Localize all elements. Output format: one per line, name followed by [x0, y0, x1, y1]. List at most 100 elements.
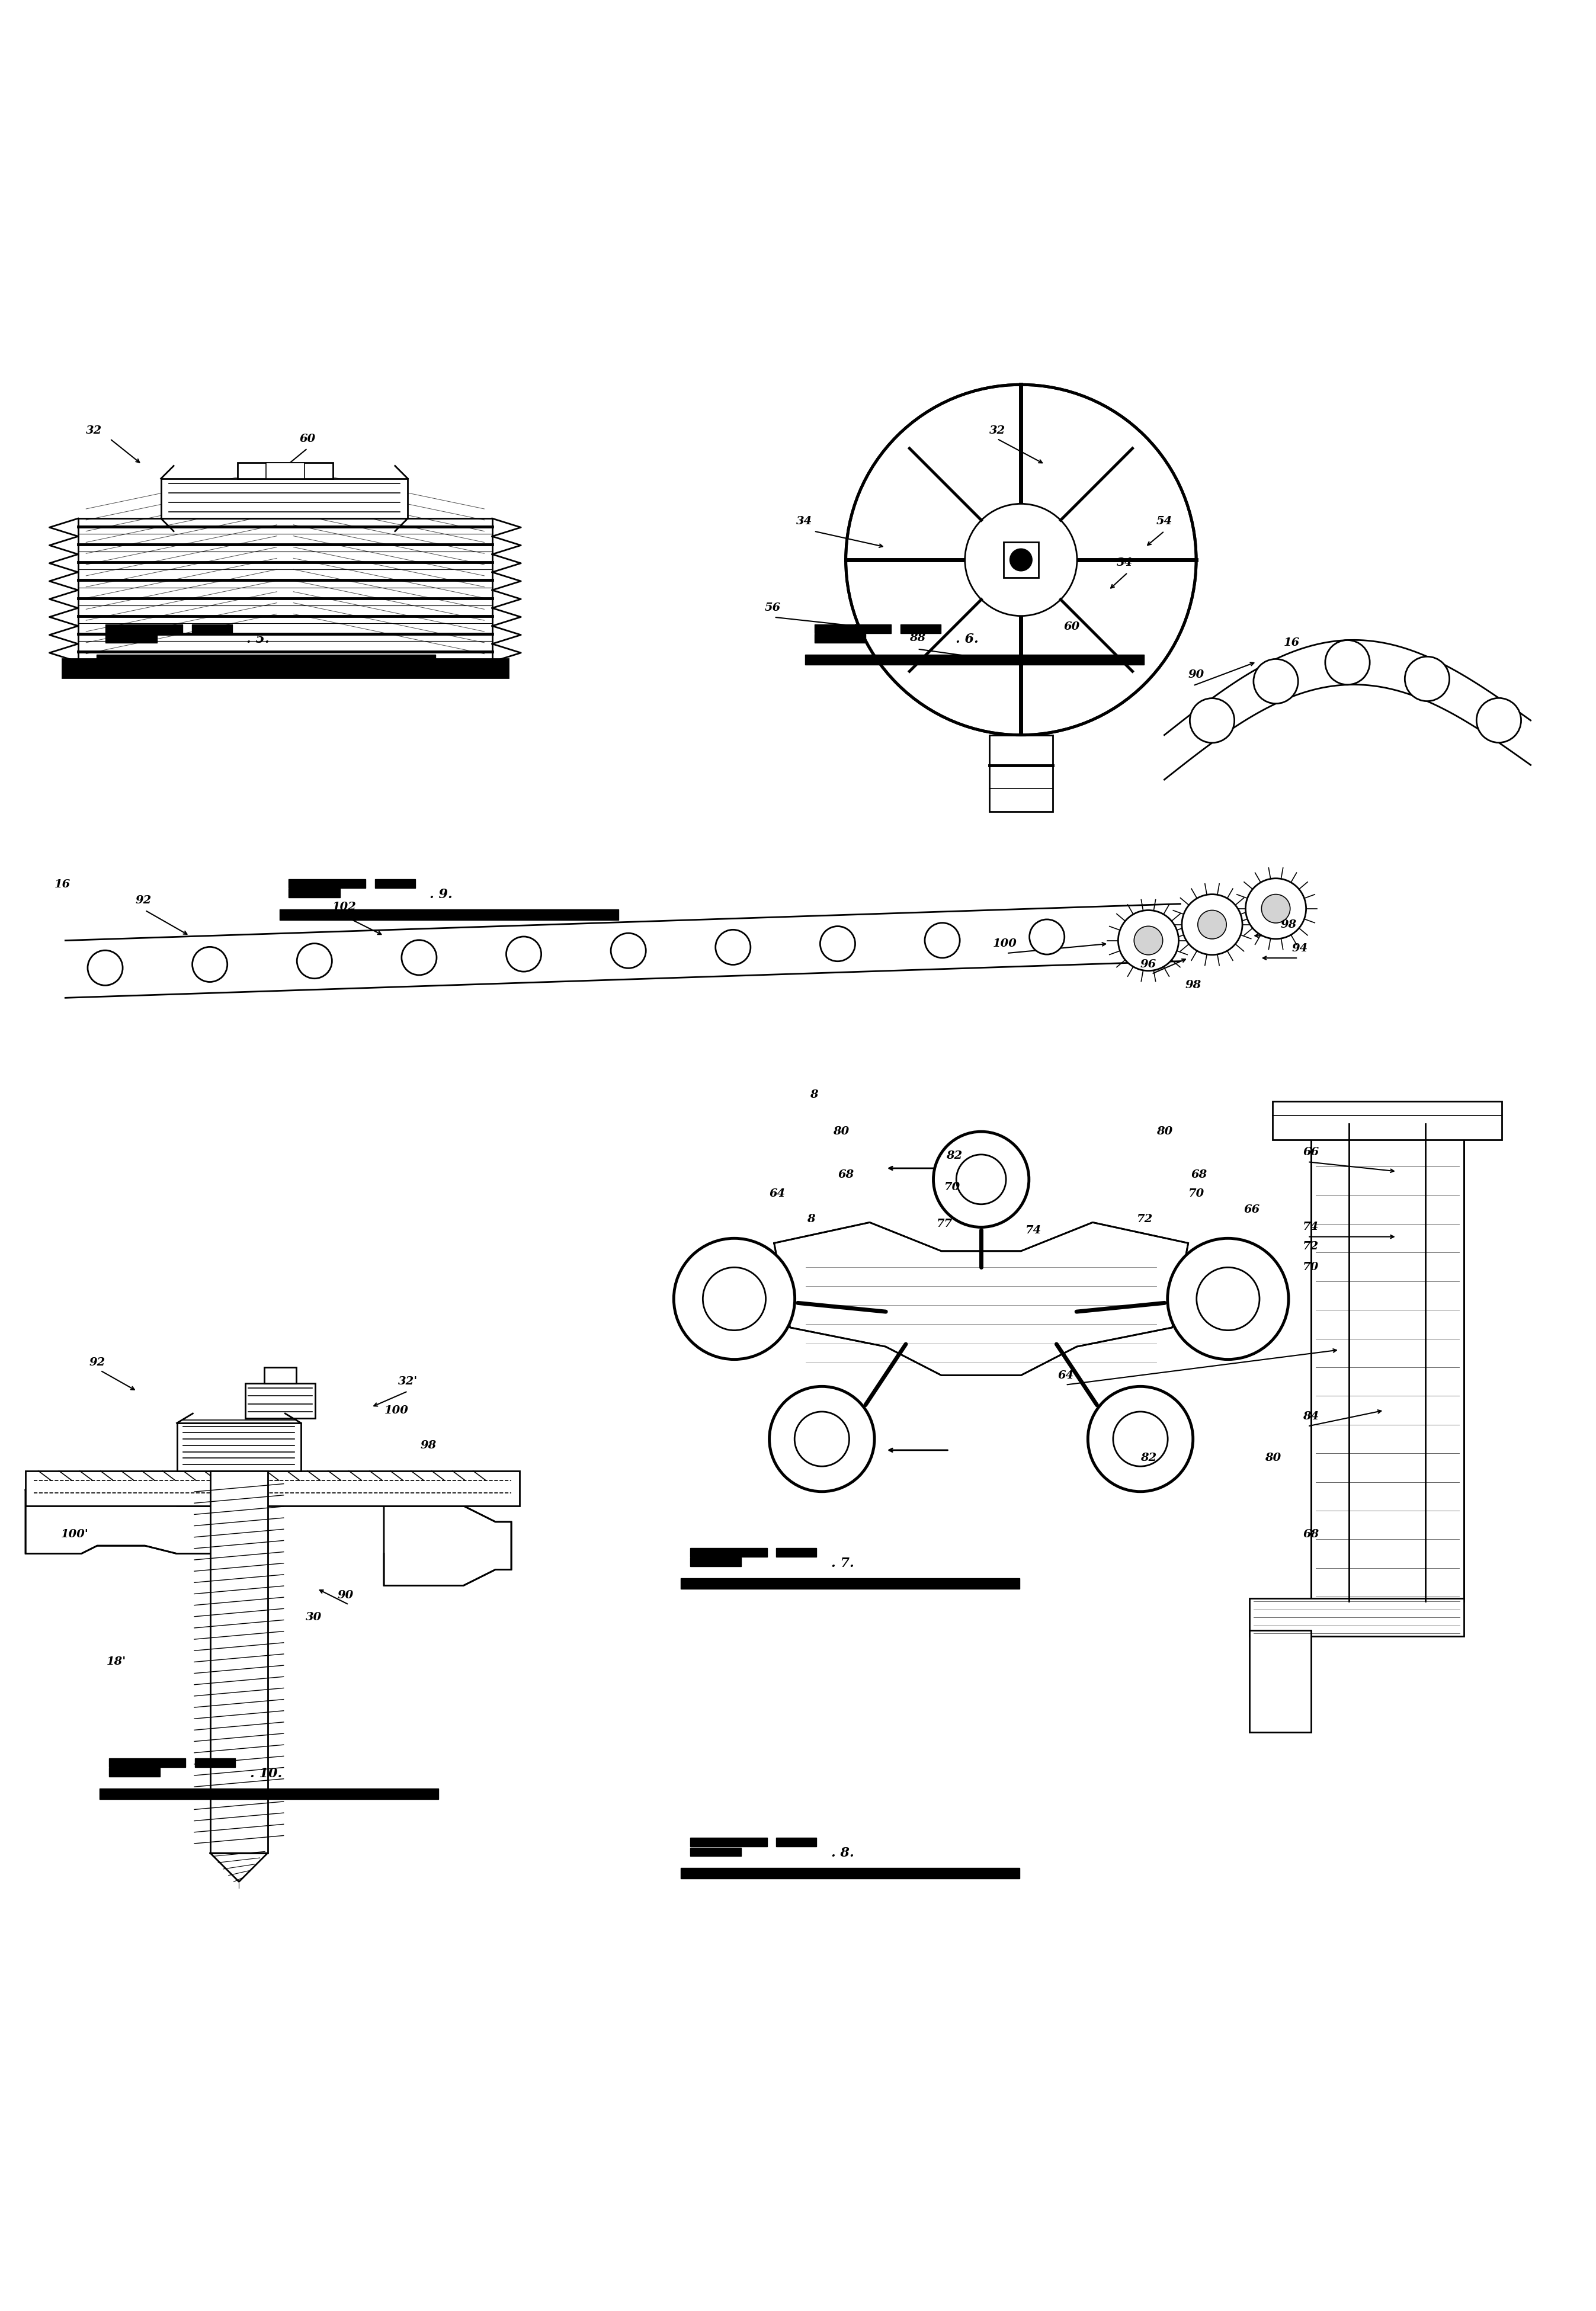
Bar: [1004, 543, 1039, 578]
Text: 100: 100: [385, 1405, 409, 1417]
Bar: [289, 878, 365, 887]
Circle shape: [1010, 548, 1033, 571]
Text: 16: 16: [1283, 638, 1299, 647]
Circle shape: [1183, 894, 1242, 954]
Bar: [814, 624, 891, 633]
Bar: [105, 624, 182, 633]
Text: 80: 80: [833, 1125, 849, 1137]
Text: 32: 32: [86, 425, 102, 437]
Text: 80: 80: [1156, 1125, 1173, 1137]
Bar: [689, 1846, 742, 1856]
Bar: [689, 1558, 742, 1567]
Circle shape: [1119, 911, 1179, 971]
Bar: [1310, 1123, 1464, 1602]
Text: 8: 8: [806, 1213, 816, 1225]
Circle shape: [1261, 894, 1290, 922]
Text: 90: 90: [338, 1590, 354, 1602]
Polygon shape: [1165, 640, 1531, 779]
Text: 100: 100: [993, 938, 1017, 950]
Bar: [99, 1789, 439, 1798]
Text: 72: 72: [1136, 1213, 1154, 1225]
Text: 102: 102: [332, 901, 356, 913]
Bar: [192, 624, 231, 633]
Bar: [776, 1837, 817, 1846]
Bar: [1250, 1629, 1310, 1731]
Text: 94: 94: [1291, 943, 1307, 954]
Bar: [375, 878, 415, 887]
Bar: [681, 1867, 1020, 1879]
Circle shape: [769, 1387, 875, 1491]
Circle shape: [1168, 1239, 1288, 1359]
Circle shape: [1197, 1266, 1259, 1331]
Circle shape: [192, 948, 227, 982]
Circle shape: [1197, 911, 1226, 938]
Circle shape: [934, 1132, 1029, 1227]
Text: 98: 98: [1184, 980, 1202, 991]
Text: 70: 70: [1187, 1188, 1205, 1199]
Bar: [177, 1424, 302, 1470]
Circle shape: [846, 384, 1195, 735]
Circle shape: [966, 504, 1077, 617]
Text: 74: 74: [1302, 1223, 1318, 1232]
Circle shape: [1088, 1387, 1192, 1491]
Text: 100': 100': [61, 1530, 89, 1539]
Text: . 6.: . 6.: [956, 633, 978, 647]
Text: 60: 60: [300, 434, 316, 444]
Bar: [238, 462, 334, 478]
Polygon shape: [385, 1507, 511, 1585]
Bar: [62, 659, 508, 677]
Polygon shape: [65, 904, 1181, 998]
Bar: [267, 462, 305, 478]
Bar: [211, 1470, 268, 1853]
Polygon shape: [26, 1491, 217, 1553]
Text: . 8.: . 8.: [832, 1846, 854, 1860]
Text: 96: 96: [1140, 959, 1157, 971]
Text: 34: 34: [796, 515, 812, 527]
Text: 98: 98: [1280, 920, 1296, 929]
Circle shape: [1135, 915, 1170, 952]
Circle shape: [1029, 920, 1065, 954]
Text: 68: 68: [1302, 1530, 1318, 1539]
Bar: [78, 518, 492, 661]
Circle shape: [1476, 698, 1521, 742]
Text: 77: 77: [937, 1218, 953, 1229]
Circle shape: [297, 943, 332, 978]
Text: 16: 16: [54, 880, 70, 890]
Text: 8: 8: [809, 1091, 819, 1100]
Text: 66: 66: [1243, 1204, 1259, 1216]
Text: 56: 56: [764, 603, 780, 612]
Text: 32': 32': [397, 1377, 418, 1387]
Circle shape: [820, 927, 855, 961]
Circle shape: [402, 941, 437, 975]
Circle shape: [1404, 656, 1449, 700]
Bar: [814, 633, 865, 642]
Bar: [681, 1578, 1020, 1588]
Bar: [289, 890, 340, 897]
Text: 88: 88: [910, 633, 926, 642]
Bar: [1272, 1102, 1502, 1139]
Circle shape: [611, 934, 646, 968]
Bar: [1250, 1599, 1464, 1636]
Circle shape: [1112, 1412, 1168, 1465]
Bar: [246, 1384, 316, 1419]
Bar: [161, 478, 409, 518]
Circle shape: [1189, 698, 1234, 742]
Text: 64: 64: [1058, 1370, 1074, 1380]
Bar: [900, 624, 940, 633]
Circle shape: [1245, 878, 1306, 938]
Bar: [105, 633, 156, 642]
Circle shape: [506, 936, 541, 971]
Text: 66: 66: [1302, 1146, 1318, 1158]
Text: 34: 34: [1117, 557, 1133, 569]
Circle shape: [715, 929, 750, 964]
Text: . 9.: . 9.: [429, 887, 453, 901]
Text: 92: 92: [136, 894, 152, 906]
Text: 98: 98: [420, 1440, 437, 1451]
Text: 74: 74: [1026, 1225, 1042, 1236]
Bar: [804, 654, 1144, 666]
Circle shape: [1325, 640, 1369, 684]
Text: 54: 54: [1156, 515, 1173, 527]
Text: 32: 32: [990, 425, 1005, 437]
Bar: [279, 908, 618, 920]
Circle shape: [702, 1266, 766, 1331]
